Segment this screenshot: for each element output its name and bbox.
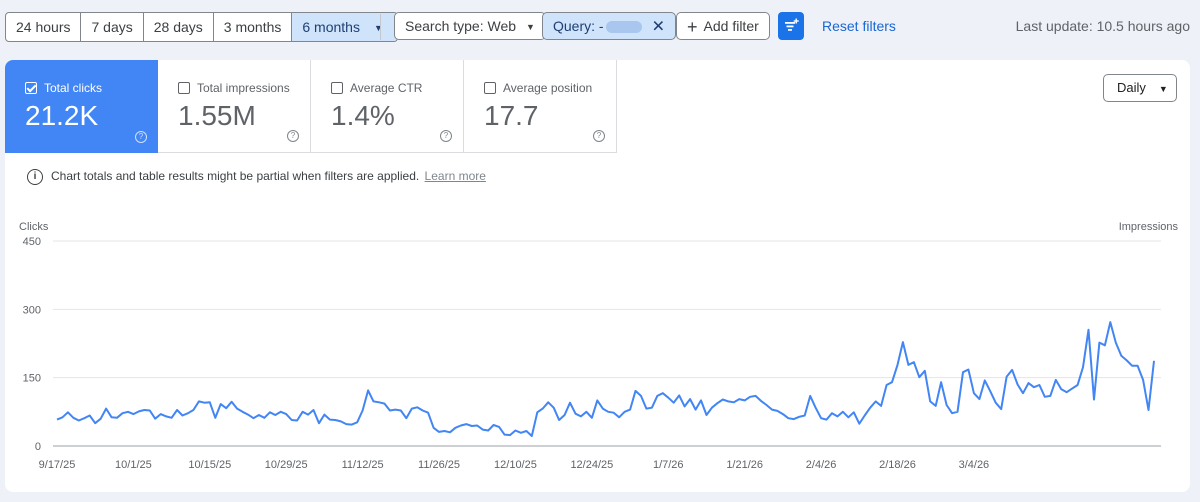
help-icon[interactable]: ? xyxy=(440,130,452,142)
toolbar-divider xyxy=(380,14,381,40)
filter-settings-button[interactable] xyxy=(778,12,804,40)
metric-label: Average CTR xyxy=(331,81,422,95)
range-28-days[interactable]: 28 days xyxy=(144,13,214,41)
partial-data-notice: i Chart totals and table results might be… xyxy=(27,169,486,185)
y-tick-label: 0 xyxy=(35,441,41,453)
metric-label-text: Average position xyxy=(503,81,593,95)
checkbox-checked-icon[interactable] xyxy=(25,82,37,94)
y-axis-left-title: Clicks xyxy=(19,221,49,233)
x-tick-label: 9/17/25 xyxy=(39,459,76,471)
chevron-down-icon: ▼ xyxy=(526,22,535,33)
metric-total-clicks[interactable]: Total clicks 21.2K ? xyxy=(5,60,158,153)
metric-value: 1.55M xyxy=(178,100,256,131)
checkbox-icon[interactable] xyxy=(484,82,496,94)
query-filter-chip[interactable]: Query: - ✕ xyxy=(542,12,676,40)
metric-label: Average position xyxy=(484,81,592,95)
learn-more-link[interactable]: Learn more xyxy=(424,169,486,184)
range-6-months[interactable]: 6 months ▼ xyxy=(292,13,397,41)
x-tick-label: 11/12/25 xyxy=(342,459,384,471)
y-tick-label: 150 xyxy=(23,373,41,385)
y-tick-label: 450 xyxy=(23,236,41,248)
metric-value: 17.7 xyxy=(484,100,539,131)
granularity-dropdown[interactable]: Daily ▼ xyxy=(1103,74,1177,102)
help-icon[interactable]: ? xyxy=(287,130,299,142)
x-tick-label: 1/21/26 xyxy=(726,459,763,471)
metric-average-position[interactable]: Average position 17.7 ? xyxy=(464,60,617,153)
search-type-filter[interactable]: Search type: Web ▼ xyxy=(394,12,546,40)
x-tick-label: 12/10/25 xyxy=(494,459,537,471)
x-tick-label: 2/4/26 xyxy=(806,459,837,471)
metric-label-text: Average CTR xyxy=(350,81,423,95)
range-3-months[interactable]: 3 months xyxy=(214,13,293,41)
metric-label-text: Total impressions xyxy=(197,81,290,95)
metric-total-impressions[interactable]: Total impressions 1.55M ? xyxy=(158,60,311,153)
add-filter-button[interactable]: + Add filter xyxy=(676,12,770,40)
x-tick-label: 12/24/25 xyxy=(570,459,613,471)
x-tick-label: 10/1/25 xyxy=(115,459,152,471)
clicks-series-line xyxy=(56,321,1155,437)
x-tick-label: 10/29/25 xyxy=(265,459,308,471)
filter-sort-icon xyxy=(785,18,799,31)
range-7-days[interactable]: 7 days xyxy=(81,13,144,41)
x-tick-label: 1/7/26 xyxy=(653,459,684,471)
chevron-down-icon: ▼ xyxy=(1158,83,1168,94)
range-6-months-label: 6 months xyxy=(302,19,360,35)
x-tick-label: 3/4/26 xyxy=(959,459,990,471)
search-type-label: Search type: Web xyxy=(405,18,517,34)
close-icon[interactable]: ✕ xyxy=(651,18,665,36)
granularity-label: Daily xyxy=(1117,80,1146,95)
help-icon[interactable]: ? xyxy=(593,130,605,142)
x-tick-label: 10/15/25 xyxy=(188,459,231,471)
clicks-chart: Clicks Impressions 0 150 300 450 9/17/25 10/1/2… xyxy=(19,221,1179,471)
metric-value: 1.4% xyxy=(331,100,395,131)
date-range-selector: 24 hours 7 days 28 days 3 months 6 month… xyxy=(5,12,398,42)
y-axis-right-title: Impressions xyxy=(1119,221,1179,233)
help-icon[interactable]: ? xyxy=(135,131,147,143)
metric-value: 21.2K xyxy=(25,100,99,131)
metric-label: Total clicks xyxy=(25,81,102,95)
notice-text: Chart totals and table results might be … xyxy=(51,169,420,184)
performance-card: Total clicks 21.2K ? Total impressions 1… xyxy=(5,60,1190,492)
checkbox-icon[interactable] xyxy=(331,82,343,94)
reset-filters-link[interactable]: Reset filters xyxy=(822,18,896,34)
checkbox-icon[interactable] xyxy=(178,82,190,94)
y-tick-label: 300 xyxy=(23,304,41,316)
chevron-down-icon: ▼ xyxy=(373,23,383,34)
last-update-text: Last update: 10.5 hours ago xyxy=(1015,18,1190,34)
metric-label-text: Total clicks xyxy=(44,81,103,95)
range-24-hours[interactable]: 24 hours xyxy=(6,13,82,41)
redacted-query xyxy=(605,21,642,34)
add-filter-label: Add filter xyxy=(703,18,759,34)
x-tick-label: 2/18/26 xyxy=(879,459,916,471)
query-filter-label: Query: - xyxy=(553,18,604,34)
x-tick-label: 11/26/25 xyxy=(418,459,460,471)
metric-label: Total impressions xyxy=(178,81,290,95)
plus-icon: + xyxy=(687,17,698,38)
info-icon: i xyxy=(27,169,43,185)
metric-average-ctr[interactable]: Average CTR 1.4% ? xyxy=(311,60,464,153)
